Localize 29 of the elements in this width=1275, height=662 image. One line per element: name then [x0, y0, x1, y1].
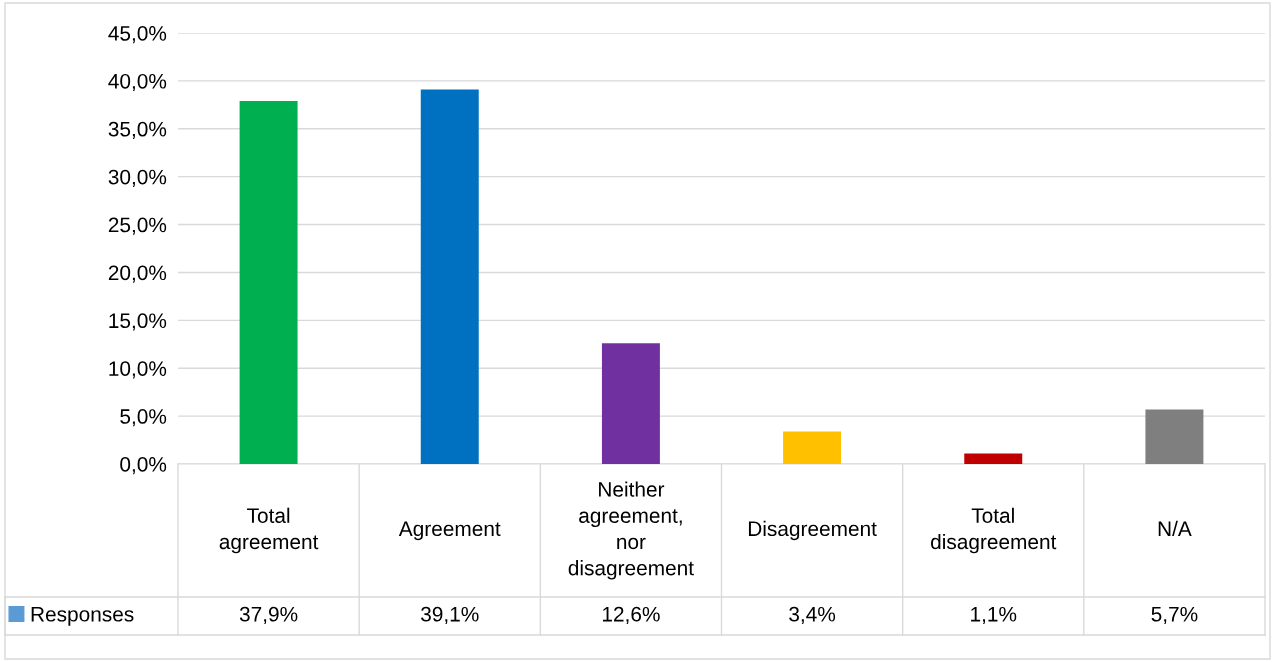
data-label: 1,1% — [971, 606, 1017, 625]
x-tick-label: Agreement — [398, 521, 501, 541]
x-tick-label: N/A — [1158, 520, 1192, 537]
text: Responses — [31, 607, 134, 626]
y-tick-label: 5,0% — [120, 409, 167, 427]
bar — [420, 89, 479, 464]
y-tick-label: 15,0% — [109, 313, 167, 331]
y-tick-label: 25,0% — [108, 217, 167, 235]
data-label: 3,4% — [789, 606, 836, 625]
y-tick-label: 10,0% — [109, 361, 167, 379]
bar — [964, 453, 1023, 464]
bar — [601, 343, 660, 464]
bar — [239, 101, 298, 464]
y-tick-label: 45,0% — [108, 26, 167, 44]
data-label: 5,7% — [1151, 606, 1198, 625]
y-tick-label: 30,0% — [108, 169, 167, 187]
y-tick-label: 35,0% — [108, 121, 167, 139]
y-tick-label: 0,0% — [120, 457, 167, 475]
x-tick-label: Disagreement — [748, 520, 877, 541]
bar — [1145, 409, 1204, 464]
y-tick-label: 40,0% — [108, 73, 167, 92]
data-label: 39,1% — [421, 606, 479, 625]
x-tick-label: Total disagreement — [931, 507, 1057, 554]
x-tick-label: Total agreement — [219, 507, 319, 554]
x-tick-label: Neither agreement, nor disagreement — [568, 481, 694, 580]
data-label: 12,6% — [602, 606, 660, 625]
bar — [783, 431, 842, 464]
data-label: 37,9% — [239, 606, 298, 625]
y-tick-label: 20,0% — [108, 265, 167, 283]
